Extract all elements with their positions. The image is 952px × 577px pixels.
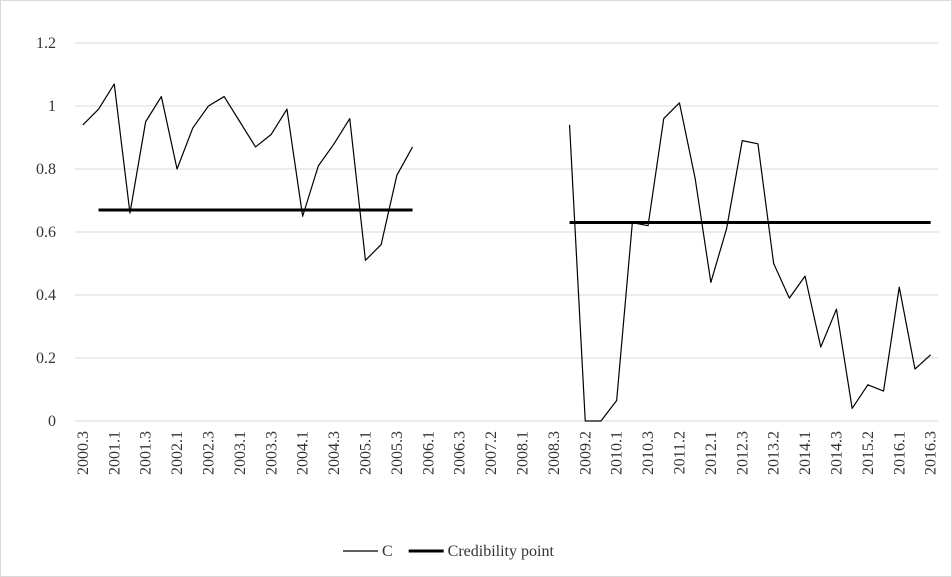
x-tick-label: 2001.3 <box>138 431 155 475</box>
line-series <box>82 83 932 422</box>
line-series <box>98 208 931 225</box>
y-tick-label: 1.2 <box>36 35 56 52</box>
x-tick-label: 2001.1 <box>106 431 123 475</box>
y-tick-label: 0.4 <box>36 287 56 304</box>
x-tick-label: 2012.1 <box>703 431 720 475</box>
x-tick-label: 2002.3 <box>200 431 217 475</box>
x-tick-label: 2016.3 <box>923 431 940 475</box>
x-tick-label: 2009.2 <box>577 431 594 475</box>
x-tick-label: 2010.3 <box>640 431 657 475</box>
x-tick-label: 2000.3 <box>75 431 92 475</box>
x-tick-label: 2005.3 <box>389 431 406 475</box>
y-tick-label: 0 <box>48 413 56 430</box>
x-tick-label: 2010.1 <box>609 431 626 475</box>
x-tick-label: 2011.2 <box>671 431 688 474</box>
x-tick-label: 2016.1 <box>891 431 908 475</box>
y-tick-label: 0.2 <box>36 350 56 367</box>
y-tick-label: 0.6 <box>36 224 56 241</box>
x-tick-label: 2003.1 <box>232 431 249 475</box>
x-tick-label: 2014.1 <box>797 431 814 475</box>
x-tick-label: 2015.2 <box>860 431 877 475</box>
x-tick-label: 2014.3 <box>828 431 845 475</box>
legend-label: C <box>382 543 393 560</box>
x-tick-label: 2013.2 <box>766 431 783 475</box>
x-tick-label: 2008.3 <box>546 431 563 475</box>
x-tick-label: 2005.1 <box>357 431 374 475</box>
x-tick-label: 2004.1 <box>295 431 312 475</box>
x-tick-label: 2006.3 <box>452 431 469 475</box>
legend-label: Credibility point <box>448 543 555 560</box>
x-tick-label: 2003.3 <box>263 431 280 475</box>
x-tick-label: 2008.1 <box>514 431 531 475</box>
x-tick-label: 2012.3 <box>734 431 751 475</box>
x-tick-label: 2004.3 <box>326 431 343 475</box>
x-tick-label: 2007.2 <box>483 431 500 475</box>
x-tick-label: 2006.1 <box>420 431 437 475</box>
x-tick-label: 2002.1 <box>169 431 186 475</box>
y-tick-label: 1 <box>48 98 56 115</box>
y-tick-label: 0.8 <box>36 161 56 178</box>
